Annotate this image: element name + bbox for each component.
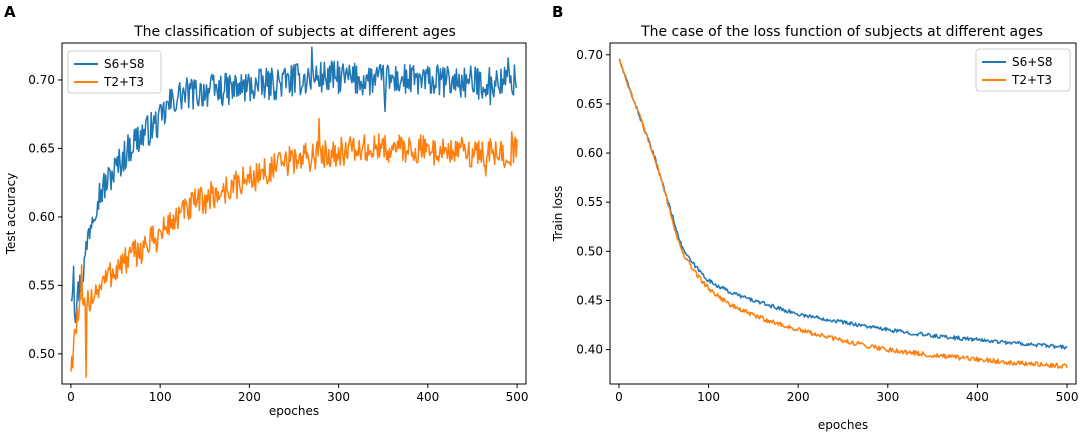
panel-b-x-tick-label: 100 — [697, 390, 720, 404]
panel-b-y-tick-label: 0.40 — [576, 343, 603, 357]
panel-b-legend: S6+S8 T2+T3 — [975, 48, 1071, 92]
panel-a-letter: A — [4, 3, 16, 21]
panel-a-series-line-s6s8 — [70, 46, 518, 324]
panel-b-letter: B — [552, 3, 563, 21]
panel-b: B The case of the loss function of subje… — [551, 3, 1078, 432]
panel-a-y-tick-label: 0.50 — [28, 347, 55, 361]
panel-a-title: The classification of subjects at differ… — [133, 24, 456, 40]
panel-b-x-tick-label: 500 — [1056, 390, 1079, 404]
panel-a-y-tick-label: 0.55 — [28, 278, 55, 292]
panel-a-y-tick-label: 0.60 — [28, 210, 55, 224]
panel-b-y-axis-label: Train loss — [551, 186, 565, 243]
panel-a-y-axis-label: Test accuracy — [4, 173, 18, 256]
panel-b-x-tick-label: 0 — [615, 390, 623, 404]
panel-a-x-tick-label: 300 — [327, 390, 350, 404]
panel-b-y-tick-label: 0.50 — [576, 244, 603, 258]
panel-a-axes-frame — [61, 42, 527, 385]
panel-b-legend-label-t2t3: T2+T3 — [1011, 73, 1052, 87]
panel-b-y-ticks: 0.40 0.45 0.50 0.55 0.60 0.65 0.70 — [576, 48, 610, 357]
panel-b-x-tick-label: 200 — [787, 390, 810, 404]
panel-a-legend-label-t2t3: T2+T3 — [103, 75, 144, 89]
panel-a-x-tick-label: 0 — [67, 390, 75, 404]
panel-b-legend-label-s6s8: S6+S8 — [1012, 55, 1053, 69]
panel-a-y-tick-label: 0.70 — [28, 73, 55, 87]
panel-b-x-tick-label: 400 — [966, 390, 989, 404]
panel-b-y-tick-label: 0.65 — [576, 97, 603, 111]
panel-a-y-ticks: 0.50 0.55 0.60 0.65 0.70 — [28, 73, 62, 361]
panel-b-x-tick-label: 300 — [876, 390, 899, 404]
panel-a-x-tick-label: 200 — [238, 390, 261, 404]
panel-b-series — [618, 58, 1068, 369]
panel-b-y-tick-label: 0.45 — [576, 293, 603, 307]
panel-b-y-tick-label: 0.70 — [576, 48, 603, 62]
panel-a-x-tick-label: 100 — [149, 390, 172, 404]
panel-b-series-line-t2t3 — [618, 58, 1068, 369]
panel-b-series-line-s6s8 — [618, 58, 1068, 350]
panel-a-x-tick-label: 400 — [416, 390, 439, 404]
panel-a-series — [70, 46, 518, 378]
panel-b-x-ticks: 0 100 200 300 400 500 — [615, 384, 1078, 404]
panel-a-series-line-t2t3 — [70, 117, 518, 378]
panel-a-x-tick-label: 500 — [506, 390, 529, 404]
panel-b-x-axis-label: epoches — [818, 418, 868, 432]
panel-a: A The classification of subjects at diff… — [4, 3, 529, 418]
panel-b-axes-frame — [609, 42, 1077, 385]
panel-b-y-tick-label: 0.60 — [576, 146, 603, 160]
panel-a-legend-label-s6s8: S6+S8 — [104, 57, 145, 71]
panel-a-x-axis-label: epoches — [269, 404, 319, 418]
panel-a-y-tick-label: 0.65 — [28, 141, 55, 155]
panel-a-legend: S6+S8 T2+T3 — [67, 50, 162, 94]
panel-a-x-ticks: 0 100 200 300 400 500 — [67, 384, 529, 404]
panel-b-title: The case of the loss function of subject… — [640, 24, 1043, 40]
panel-b-y-tick-label: 0.55 — [576, 195, 603, 209]
